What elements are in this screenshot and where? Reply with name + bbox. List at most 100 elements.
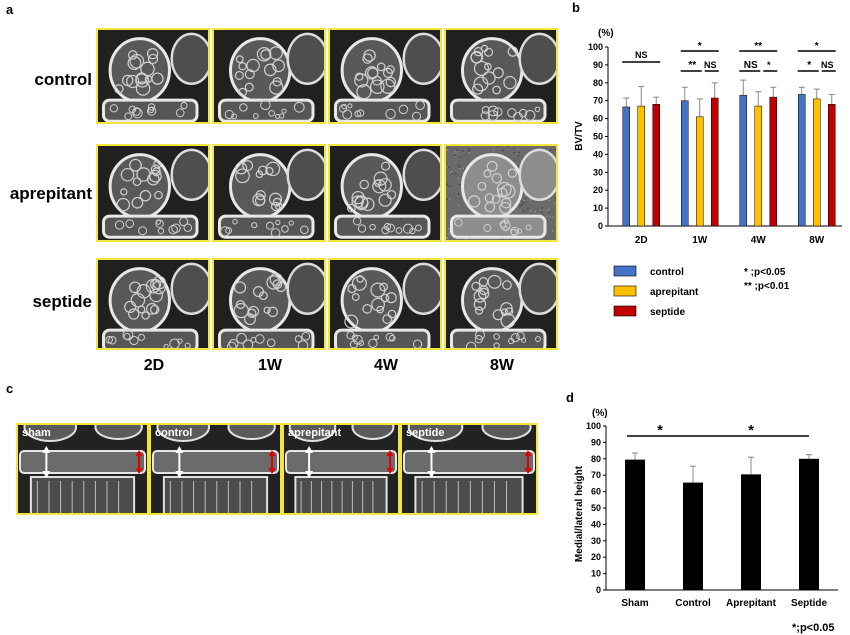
row-label-control: control <box>34 70 92 89</box>
chart-b-bar-aprepitant-1W <box>696 116 704 227</box>
chart-b-bar-aprepitant-4W <box>754 105 762 227</box>
chart-b-bar-control-1W <box>681 100 689 227</box>
chart-b-sig-label-left: * <box>807 60 811 71</box>
chart-d-bar-Aprepitant <box>741 474 761 590</box>
chart-d-ytick-label: 90 <box>591 437 601 447</box>
chart-b-sig-label-right: NS <box>704 60 717 70</box>
ct-joint-label-aprepitant: aprepitant <box>288 427 342 439</box>
col-label-4w: 4W <box>374 357 398 374</box>
ct-joint-label-sham: sham <box>22 427 51 439</box>
chart-d-ytick-label: 60 <box>591 487 601 497</box>
chart-d-sig-label-2: * <box>748 422 754 439</box>
ct-joint-label-septide: septide <box>406 427 445 439</box>
chart-b-ylabel: BV/TV <box>574 121 585 151</box>
chart-b-xtick-label: 1W <box>692 235 708 246</box>
chart-b-bar-septide-8W <box>828 104 836 227</box>
chart-b-sig-label-outer: ** <box>754 41 762 52</box>
ct-joint-image-control: control <box>149 423 282 515</box>
chart-d-ytick-label: 0 <box>596 585 601 595</box>
col-label-1w: 1W <box>258 357 282 374</box>
chart-b-bar-aprepitant-2D <box>637 105 645 227</box>
chart-b-footnote-1: * ;p<0.05 <box>744 267 786 278</box>
chart-b-bar-control-2D <box>622 106 630 227</box>
chart-d: (%) Medial/lateral height 0 10 20 30 40 50 60 7… <box>574 408 838 634</box>
ct-image-control-8W <box>444 28 558 124</box>
chart-b-bar-septide-4W <box>769 96 777 227</box>
ct-joint-image-septide: septide <box>400 423 538 515</box>
row-label-septide: septide <box>32 292 92 311</box>
chart-d-unit: (%) <box>592 408 608 419</box>
chart-d-bar-Control <box>683 482 703 590</box>
chart-b-bar-control-4W <box>739 95 747 227</box>
chart-b-ytick-label: 30 <box>593 167 603 177</box>
chart-b-legend: control aprepitant septide <box>613 265 699 318</box>
panel-letter-c: c <box>6 381 14 396</box>
chart-d-ytick-label: 80 <box>591 454 601 464</box>
chart-d-xtick-label: Septide <box>791 598 828 609</box>
ct-image-aprepitant-1W <box>212 144 326 242</box>
ct-image-aprepitant-4W <box>328 144 442 242</box>
legend-label-aprepitant: aprepitant <box>650 287 699 298</box>
chart-b-unit: (%) <box>598 28 614 39</box>
chart-b-ytick-label: 50 <box>593 132 603 142</box>
chart-d-footnote: *;p<0.05 <box>792 622 835 634</box>
ct-joint-image-sham: sham <box>16 423 149 515</box>
chart-b-sig-label-right: NS <box>821 60 834 70</box>
chart-b-sig-label-right: * <box>767 60 771 70</box>
chart-b-sig-label-outer: * <box>815 41 819 52</box>
chart-d-xtick-label: Sham <box>621 598 648 609</box>
panel-letter-a: a <box>6 2 14 17</box>
legend-swatch-septide <box>613 305 637 317</box>
ct-image-control-1W <box>212 28 326 124</box>
chart-b-sig-label-left: NS <box>744 60 758 71</box>
chart-b-footnote-2: ** ;p<0.01 <box>744 281 790 292</box>
chart-b-xtick-label: 8W <box>809 235 825 246</box>
chart-b-bar-septide-2D <box>652 104 660 227</box>
ct-joint-label-control: control <box>155 427 193 439</box>
chart-d-ytick-label: 10 <box>591 569 601 579</box>
chart-b-ytick-label: 10 <box>593 203 603 213</box>
chart-b-ytick-label: 90 <box>593 60 603 70</box>
chart-b-ytick-label: 0 <box>598 221 603 231</box>
chart-d-ytick-label: 50 <box>591 503 601 513</box>
chart-b-ytick-label: 60 <box>593 114 603 124</box>
chart-b-xtick-label: 4W <box>751 235 767 246</box>
panel-letter-b: b <box>572 0 580 15</box>
chart-b-sig-label: NS <box>635 50 648 60</box>
chart-d-ytick-label: 40 <box>591 519 601 529</box>
chart-b: (%) BV/TV 0 10 20 30 40 50 60 70 80 90 100 2D 1W 4W 8… <box>574 28 842 318</box>
legend-label-control: control <box>650 267 684 278</box>
legend-swatch-control <box>613 265 637 277</box>
ct-image-aprepitant-2D <box>96 144 210 242</box>
chart-b-ytick-label: 80 <box>593 78 603 88</box>
chart-b-bar-septide-1W <box>711 97 719 227</box>
legend-label-septide: septide <box>650 307 685 318</box>
chart-d-ytick-label: 100 <box>586 421 601 431</box>
chart-b-xtick-label: 2D <box>635 235 648 246</box>
panel-letter-d: d <box>566 390 574 405</box>
chart-d-ytick-label: 70 <box>591 470 601 480</box>
ct-image-control-2D <box>96 28 210 124</box>
ct-image-control-4W <box>328 28 442 124</box>
col-label-8w: 8W <box>490 357 514 374</box>
row-label-aprepitant: aprepitant <box>9 184 92 203</box>
ct-image-septide-4W <box>328 258 442 350</box>
chart-d-xtick-label: Aprepitant <box>726 598 777 609</box>
ct-image-septide-2D <box>96 258 210 350</box>
ct-image-septide-1W <box>212 258 326 350</box>
chart-b-ytick-label: 70 <box>593 96 603 106</box>
chart-b-bar-control-8W <box>798 94 806 227</box>
chart-b-sig-label-outer: * <box>698 41 702 52</box>
chart-d-sig-label-1: * <box>657 422 663 439</box>
chart-d-ylabel: Medial/lateral height <box>574 465 585 562</box>
chart-b-ytick-label: 40 <box>593 149 603 159</box>
chart-b-ytick-label: 20 <box>593 185 603 195</box>
ct-joint-image-aprepitant: aprepitant <box>282 423 400 515</box>
legend-swatch-aprepitant <box>613 285 637 297</box>
chart-d-ytick-label: 20 <box>591 552 601 562</box>
chart-b-sig-label-left: ** <box>688 60 696 71</box>
ct-image-aprepitant-8W <box>444 144 558 242</box>
chart-d-bar-Septide <box>799 458 819 590</box>
chart-d-bar-Sham <box>625 459 645 590</box>
chart-b-bar-aprepitant-8W <box>813 98 821 227</box>
